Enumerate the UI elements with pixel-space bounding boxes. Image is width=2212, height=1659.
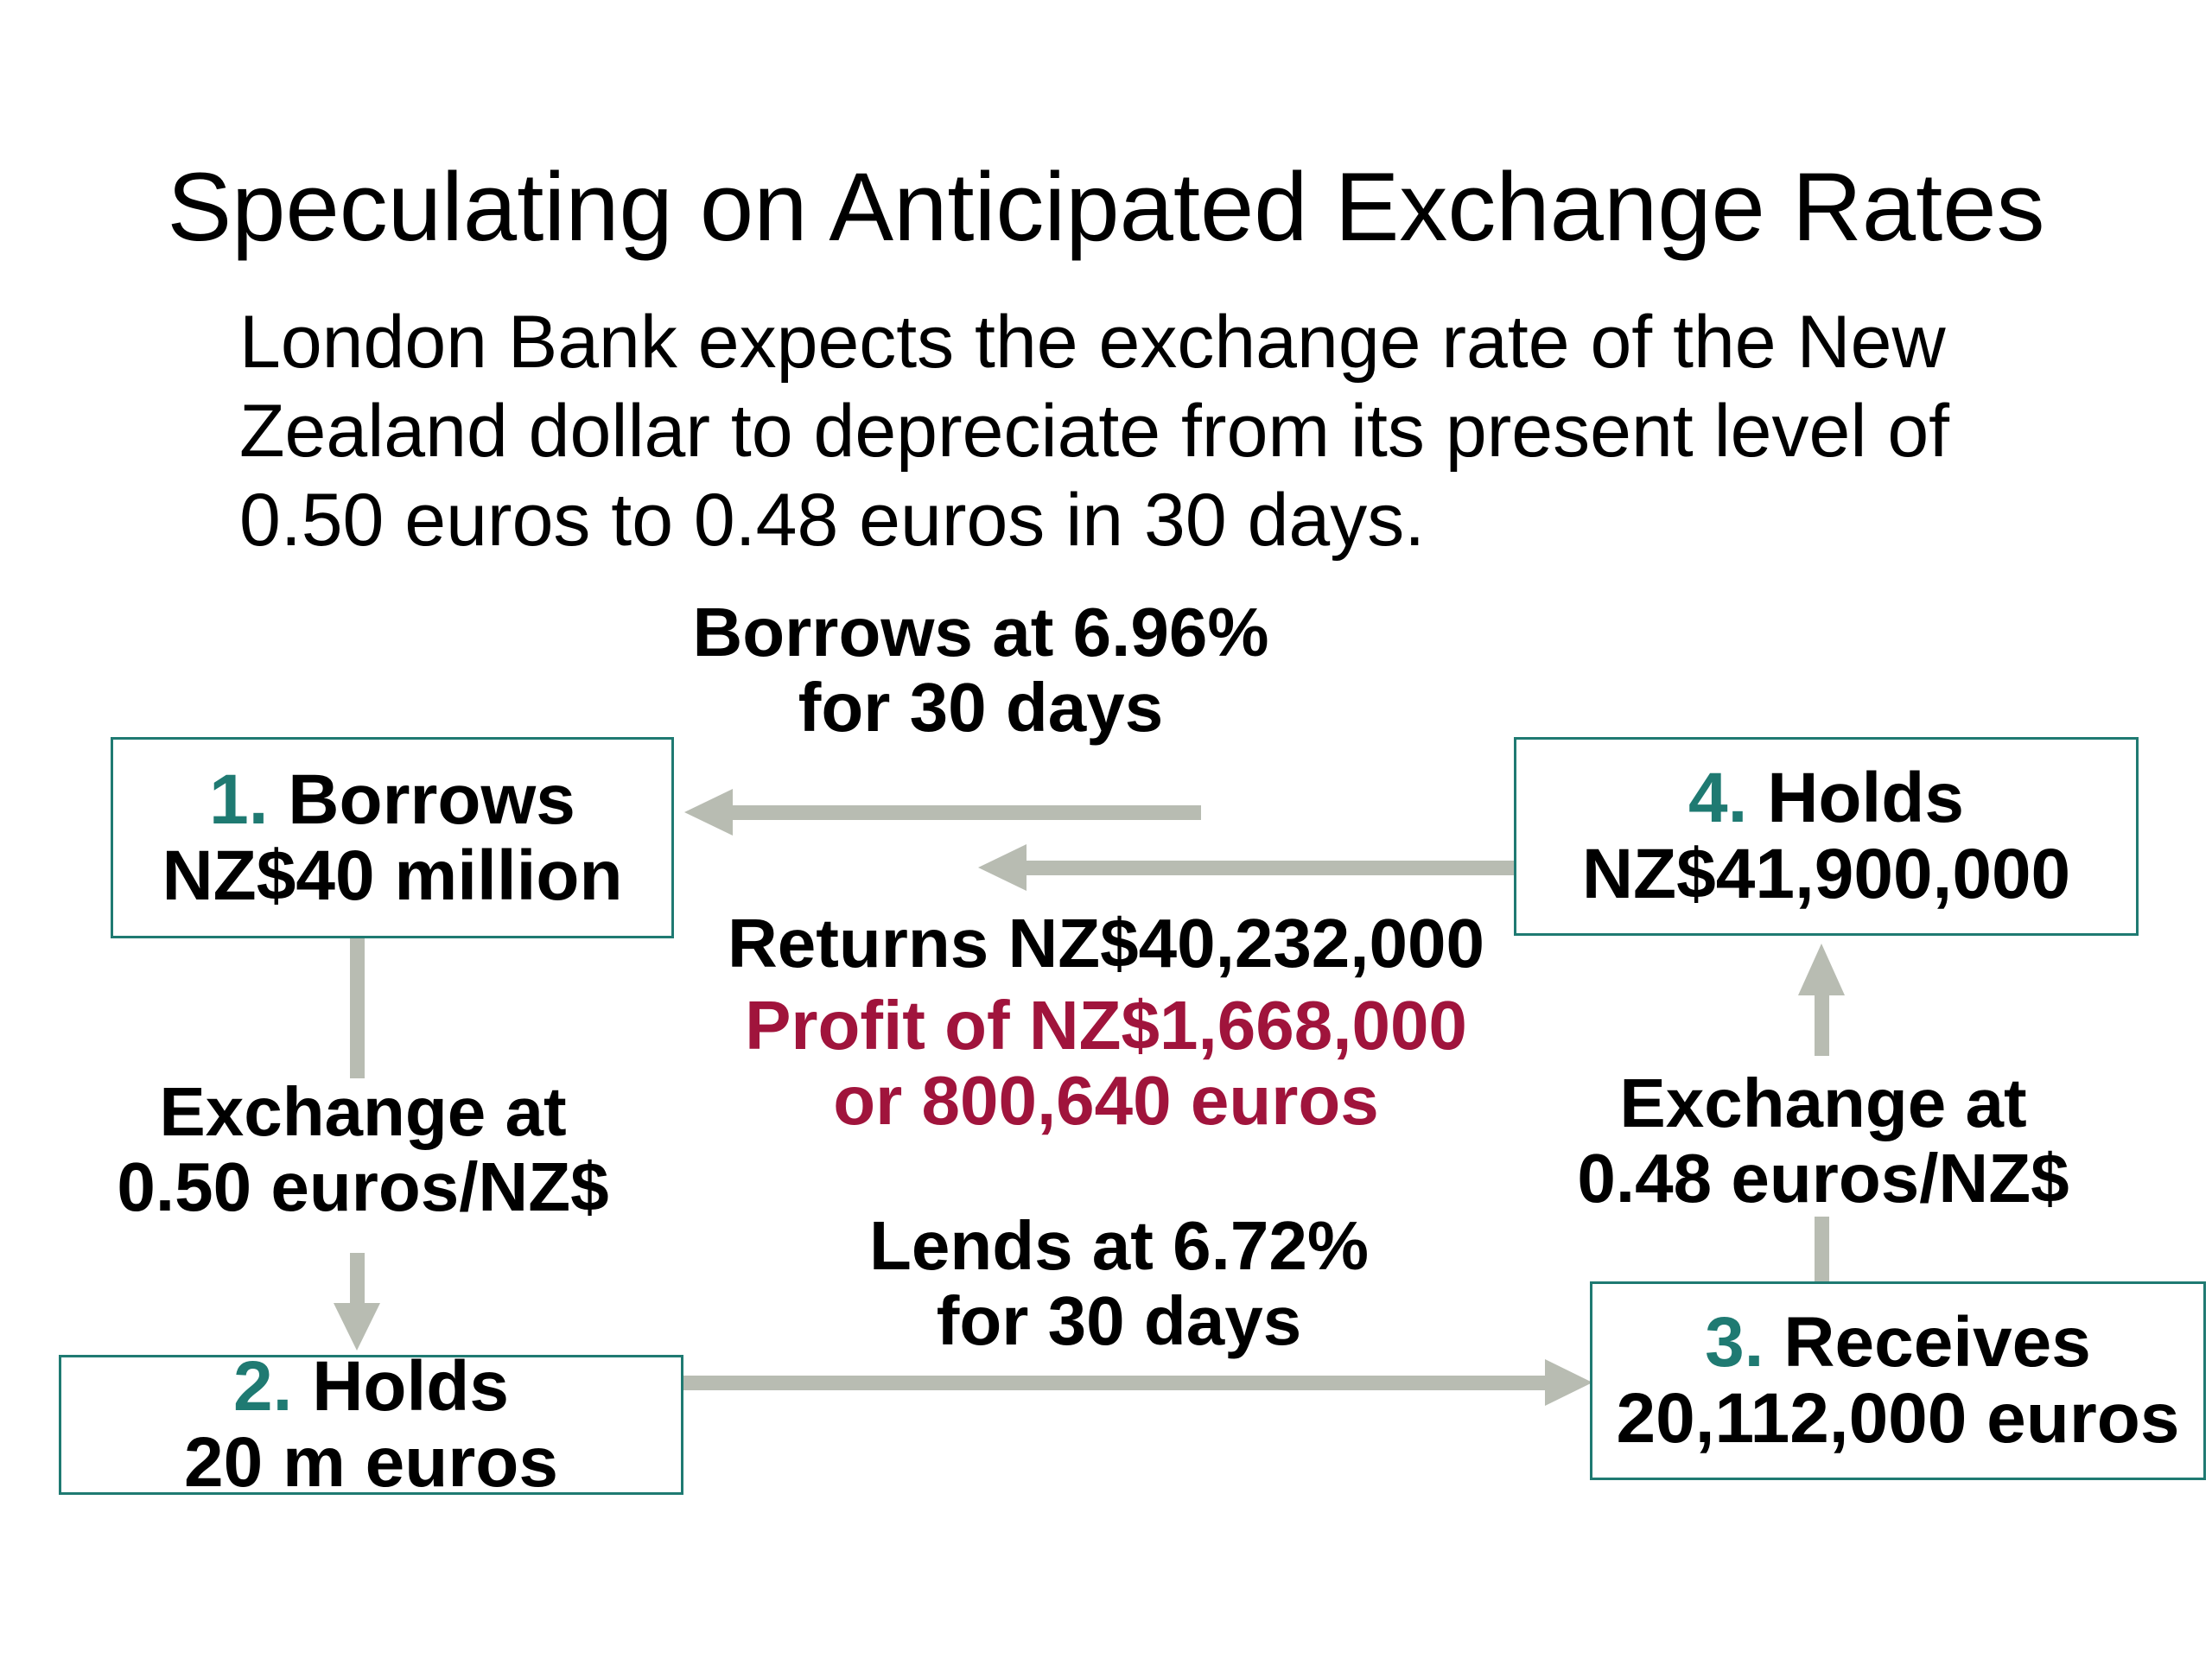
step-1-verb: Borrows [288, 760, 575, 839]
arrow-borrow-shaft [730, 805, 1201, 820]
profit-line-2: or 800,640 euros [833, 1062, 1379, 1139]
step-1-amount: NZ$40 million [162, 836, 623, 915]
borrow-rate-label: Borrows at 6.96% for 30 days [635, 594, 1326, 745]
step-3-verb: Receives [1783, 1303, 2091, 1382]
arrow-to-box4-head [1798, 944, 1845, 995]
step-1-heading: 1. Borrows [209, 760, 575, 839]
step-2-box: 2. Holds 20 m euros [59, 1349, 683, 1501]
arrow-return-shaft [1024, 861, 1516, 875]
step-3-heading: 3. Receives [1705, 1305, 2091, 1381]
intro-line-1: London Bank expects the exchange rate of… [239, 301, 1946, 384]
step-1-box: 1. Borrows NZ$40 million [111, 737, 674, 938]
step-2-number: 2. [233, 1347, 293, 1426]
step-3-box: 3. Receives 20,112,000 euros [1590, 1281, 2206, 1480]
page-title: Speculating on Anticipated Exchange Rate… [167, 153, 2045, 261]
exchange-right-label: Exchange at 0.48 euros/NZ$ [1521, 1065, 2126, 1216]
step-3-amount: 20,112,000 euros [1616, 1379, 2180, 1458]
lend-rate-label: Lends at 6.72% for 30 days [773, 1208, 1465, 1358]
step-2-heading: 2. Holds [233, 1349, 509, 1425]
exchange-right-line-1: Exchange at [1619, 1065, 2027, 1141]
step-3-number: 3. [1705, 1303, 1764, 1382]
intro-paragraph: London Bank expects the exchange rate of… [239, 298, 2054, 565]
step-4-heading: 4. Holds [1688, 760, 1964, 836]
exchange-left-label: Exchange at 0.50 euros/NZ$ [60, 1074, 665, 1224]
step-2-amount: 20 m euros [184, 1423, 558, 1502]
arrow-lend-shaft [683, 1376, 1547, 1390]
step-4-number: 4. [1688, 759, 1748, 837]
exchange-left-line-2: 0.50 euros/NZ$ [117, 1148, 609, 1225]
connector-box3-up [1815, 1217, 1829, 1283]
intro-line-2: Zealand dollar to depreciate from its pr… [239, 390, 1950, 473]
arrow-lend-head [1545, 1359, 1592, 1406]
borrow-rate-line-1: Borrows at 6.96% [692, 594, 1269, 671]
exchange-right-line-2: 0.48 euros/NZ$ [1577, 1140, 2069, 1217]
exchange-left-line-1: Exchange at [159, 1073, 567, 1150]
step-2-verb: Holds [312, 1347, 509, 1426]
profit-line-1: Profit of NZ$1,668,000 [745, 987, 1467, 1064]
intro-line-3: 0.50 euros to 0.48 euros in 30 days. [239, 479, 1426, 562]
connector-box1-down [350, 938, 365, 1078]
step-4-verb: Holds [1767, 759, 1964, 837]
lend-rate-line-2: for 30 days [936, 1282, 1302, 1359]
arrow-to-box4-shaft [1815, 994, 1829, 1056]
arrow-to-box2-shaft [350, 1253, 365, 1305]
arrow-to-box2-head [334, 1303, 380, 1351]
borrow-rate-line-2: for 30 days [798, 669, 1164, 746]
profit-label: Profit of NZ$1,668,000 or 800,640 euros [674, 988, 1538, 1138]
lend-rate-line-1: Lends at 6.72% [868, 1207, 1369, 1284]
step-4-box: 4. Holds NZ$41,900,000 [1514, 737, 2139, 936]
arrow-return-head [978, 844, 1027, 891]
step-4-amount: NZ$41,900,000 [1581, 835, 2071, 913]
step-1-number: 1. [209, 760, 269, 839]
arrow-borrow-head [684, 789, 733, 836]
returns-label: Returns NZ$40,232,000 [727, 905, 1484, 982]
